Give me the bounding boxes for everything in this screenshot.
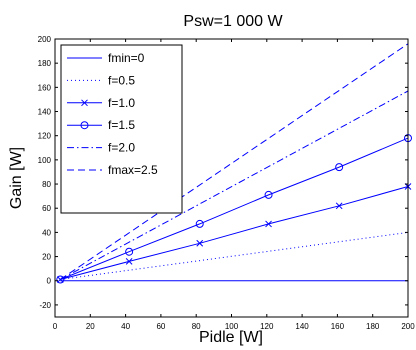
x-tick-label: 80 (192, 322, 201, 331)
y-tick-label: 160 (38, 83, 52, 92)
x-tick-label: 20 (86, 322, 95, 331)
y-tick-label: 120 (38, 132, 52, 141)
y-axis-label: Gain [W] (8, 147, 25, 209)
series-line (60, 186, 409, 280)
legend-item: fmax=2.5 (67, 163, 158, 177)
y-tick-label: 180 (38, 59, 52, 68)
legend-item: f=1.5 (67, 118, 135, 132)
x-tick-label: 40 (121, 322, 130, 331)
series-fmax-2-5 (60, 43, 409, 280)
legend-label: f=2.0 (108, 141, 135, 155)
legend-item: f=2.0 (67, 141, 135, 155)
y-tick-label: 20 (42, 253, 51, 262)
plot-frame (54, 38, 409, 318)
data-point-marker (335, 202, 343, 210)
y-tick-label: 40 (42, 228, 51, 237)
legend-label: fmin=0 (108, 51, 145, 65)
tick-layer: 0 20 40 60 80 100 120 140 160 180 200 -20 0 20 40 60 80 1… (38, 35, 416, 331)
x-tick-label: 100 (225, 322, 239, 331)
y-tick-label: 0 (47, 277, 52, 286)
y-tick-label: 100 (38, 156, 52, 165)
legend-item: f=0.5 (67, 73, 135, 87)
chart-title: Psw=1 000 W (183, 13, 283, 30)
data-point-marker (264, 190, 273, 199)
x-tick-label: 160 (331, 322, 345, 331)
data-point-marker (196, 239, 204, 247)
series-line (60, 90, 409, 280)
legend-label: f=1.0 (108, 96, 135, 110)
data-point-marker (195, 219, 204, 228)
x-tick-label: 0 (53, 322, 58, 331)
x-tick-label: 140 (295, 322, 309, 331)
x-tick-label: 200 (401, 322, 415, 331)
legend-item: fmin=0 (67, 51, 145, 65)
legend-label: f=0.5 (108, 73, 135, 87)
data-point-marker (335, 163, 344, 172)
x-tick-label: 120 (260, 322, 274, 331)
y-tick-label: 80 (42, 180, 51, 189)
legend-marker (80, 121, 89, 130)
data-point-marker (56, 276, 64, 283)
data-point-marker (125, 258, 133, 265)
y-tick-label: 60 (42, 204, 51, 213)
legend-item: f=1.0 (67, 96, 135, 110)
series-f-1-0 (56, 183, 412, 283)
series-line (60, 137, 409, 280)
legend-label: f=1.5 (108, 118, 135, 132)
data-point-marker (125, 247, 134, 256)
y-tick-label: 200 (38, 35, 52, 44)
x-tick-label: 180 (366, 322, 380, 331)
legend: fmin=0 f=0.5 f=1.0 f=1.5 f=2.0 fmax=2.5 (60, 44, 183, 214)
y-tick-label: -20 (39, 301, 51, 310)
data-point-marker (56, 275, 65, 284)
x-tick-label: 60 (156, 322, 165, 331)
series-f-2-0 (60, 90, 409, 280)
data-point-marker (265, 220, 272, 228)
legend-marker (81, 99, 88, 107)
y-tick-label: 140 (38, 108, 52, 117)
legend-label: fmax=2.5 (108, 163, 158, 177)
x-axis-label: Pidle [W] (199, 329, 263, 346)
series-line (60, 43, 409, 280)
series-line (60, 231, 409, 280)
series-layer (56, 43, 412, 284)
legend-box (60, 44, 183, 214)
series-f-0-5 (60, 231, 409, 280)
